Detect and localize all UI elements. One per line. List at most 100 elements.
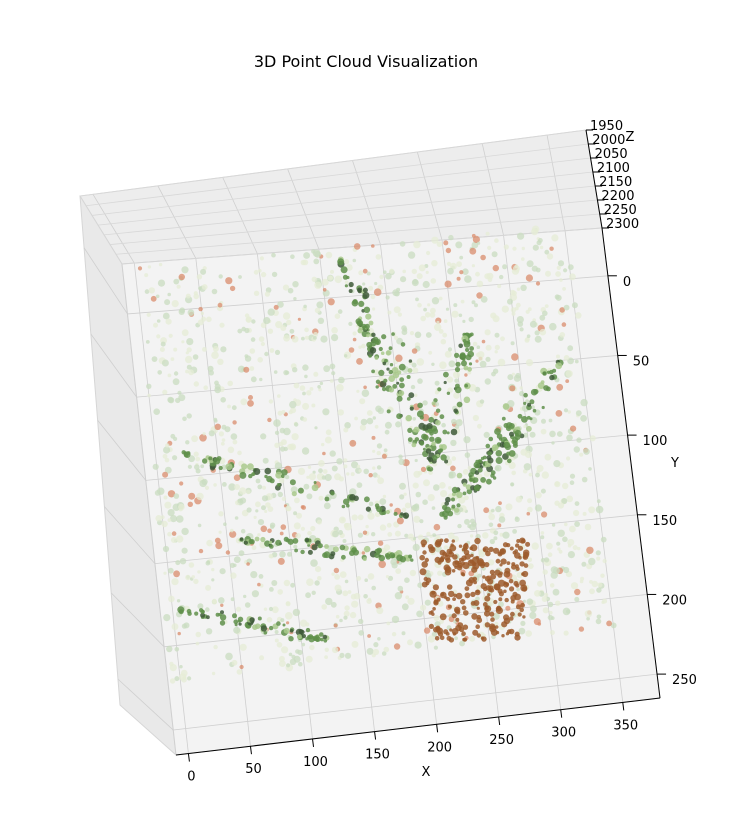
point (349, 488, 357, 496)
point (244, 327, 250, 334)
point (525, 359, 534, 367)
point (502, 264, 508, 270)
point (385, 295, 390, 300)
point (299, 385, 306, 391)
point (207, 365, 214, 372)
leaf-point (532, 408, 537, 413)
point (472, 341, 478, 347)
point (435, 534, 441, 541)
point (267, 308, 275, 316)
point (536, 464, 544, 472)
leaf-point (465, 484, 472, 490)
leaf-point (537, 382, 545, 389)
point (416, 358, 425, 366)
point (293, 398, 297, 402)
point (477, 241, 481, 245)
point (535, 267, 541, 273)
point (555, 271, 561, 277)
point (320, 335, 328, 343)
point (541, 596, 548, 602)
point (412, 537, 417, 541)
point (455, 419, 463, 427)
leaf-point (456, 503, 461, 508)
point (401, 325, 407, 331)
x-gridline-back (546, 135, 566, 231)
point (366, 271, 371, 276)
leaf-point (370, 340, 377, 347)
leaf-point (450, 428, 458, 436)
point (460, 299, 465, 304)
point (391, 632, 397, 637)
leaf-point (389, 363, 394, 367)
point (214, 537, 221, 544)
y-tick-label: 150 (652, 514, 677, 529)
pot-point (462, 624, 469, 630)
leaf-point (186, 451, 191, 455)
point (264, 291, 270, 297)
point (314, 426, 318, 430)
pot-point (454, 606, 461, 613)
point (453, 392, 460, 399)
point (147, 265, 152, 269)
point (322, 408, 330, 416)
point (185, 355, 193, 364)
point (500, 336, 505, 342)
point (318, 468, 323, 474)
point (434, 402, 440, 407)
point (334, 313, 341, 320)
x-tick-label: 200 (427, 740, 452, 755)
leaf-point (400, 512, 404, 516)
leaf-point (406, 375, 411, 379)
point (217, 302, 223, 308)
point (167, 373, 172, 378)
leaf-point (388, 387, 395, 393)
leaf-point (408, 554, 413, 559)
leaf-point (362, 291, 370, 299)
pot-point (473, 580, 477, 585)
point (187, 309, 195, 316)
point (188, 369, 195, 376)
point (488, 513, 496, 521)
point (595, 505, 604, 514)
leaf-point (239, 537, 244, 541)
leaf-point (411, 442, 417, 448)
leaf-point (365, 506, 371, 512)
point (302, 364, 309, 371)
point (376, 450, 381, 456)
point (307, 531, 312, 536)
point (311, 403, 316, 408)
point (446, 261, 452, 266)
point (464, 495, 469, 501)
point (376, 443, 383, 449)
pot-point (495, 558, 501, 564)
point (356, 389, 360, 393)
point (277, 557, 285, 565)
pot-point (508, 628, 515, 635)
pot-point (468, 577, 475, 584)
point (434, 390, 439, 395)
point (476, 292, 483, 299)
point (285, 370, 290, 375)
point (464, 373, 468, 377)
leaf-point (292, 538, 299, 544)
point (294, 422, 299, 427)
point (237, 365, 245, 373)
point (231, 659, 238, 666)
leaf-point (432, 428, 439, 435)
point (266, 617, 273, 623)
point (253, 290, 260, 296)
pot-point (481, 636, 487, 642)
point (306, 493, 313, 500)
x-gridline (318, 249, 375, 732)
point (200, 268, 207, 275)
point (516, 287, 521, 291)
point (329, 363, 336, 370)
point (479, 399, 485, 404)
point (389, 503, 393, 507)
leaf-point (305, 538, 309, 543)
leaf-point (527, 402, 532, 407)
pot-point (423, 576, 428, 582)
point (542, 569, 548, 575)
point (494, 621, 499, 627)
point (464, 275, 472, 283)
